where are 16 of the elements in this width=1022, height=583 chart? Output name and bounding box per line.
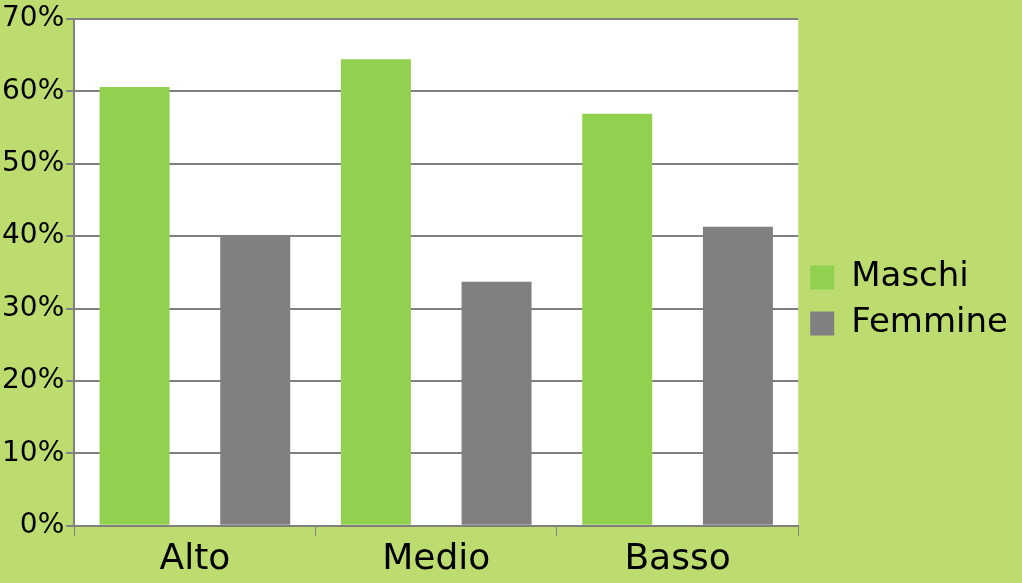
bar xyxy=(582,113,653,525)
bar xyxy=(340,59,411,525)
x-tick-label: Basso xyxy=(624,535,731,577)
y-tick-label: 40% xyxy=(2,217,65,251)
y-tick-label: 30% xyxy=(2,289,65,323)
x-tick-label: Medio xyxy=(382,535,491,577)
legend-label: Femmine xyxy=(851,300,1009,341)
legend-label: Maschi xyxy=(851,254,969,295)
y-tick-label: 50% xyxy=(2,144,65,178)
y-tick-label: 10% xyxy=(2,434,65,468)
x-tick-label: Alto xyxy=(159,535,231,577)
y-tick-label: 70% xyxy=(2,0,65,34)
y-tick-label: 60% xyxy=(2,72,65,106)
y-tick-label: 20% xyxy=(2,362,65,396)
bar xyxy=(99,86,170,525)
y-tick-label: 0% xyxy=(19,507,65,541)
